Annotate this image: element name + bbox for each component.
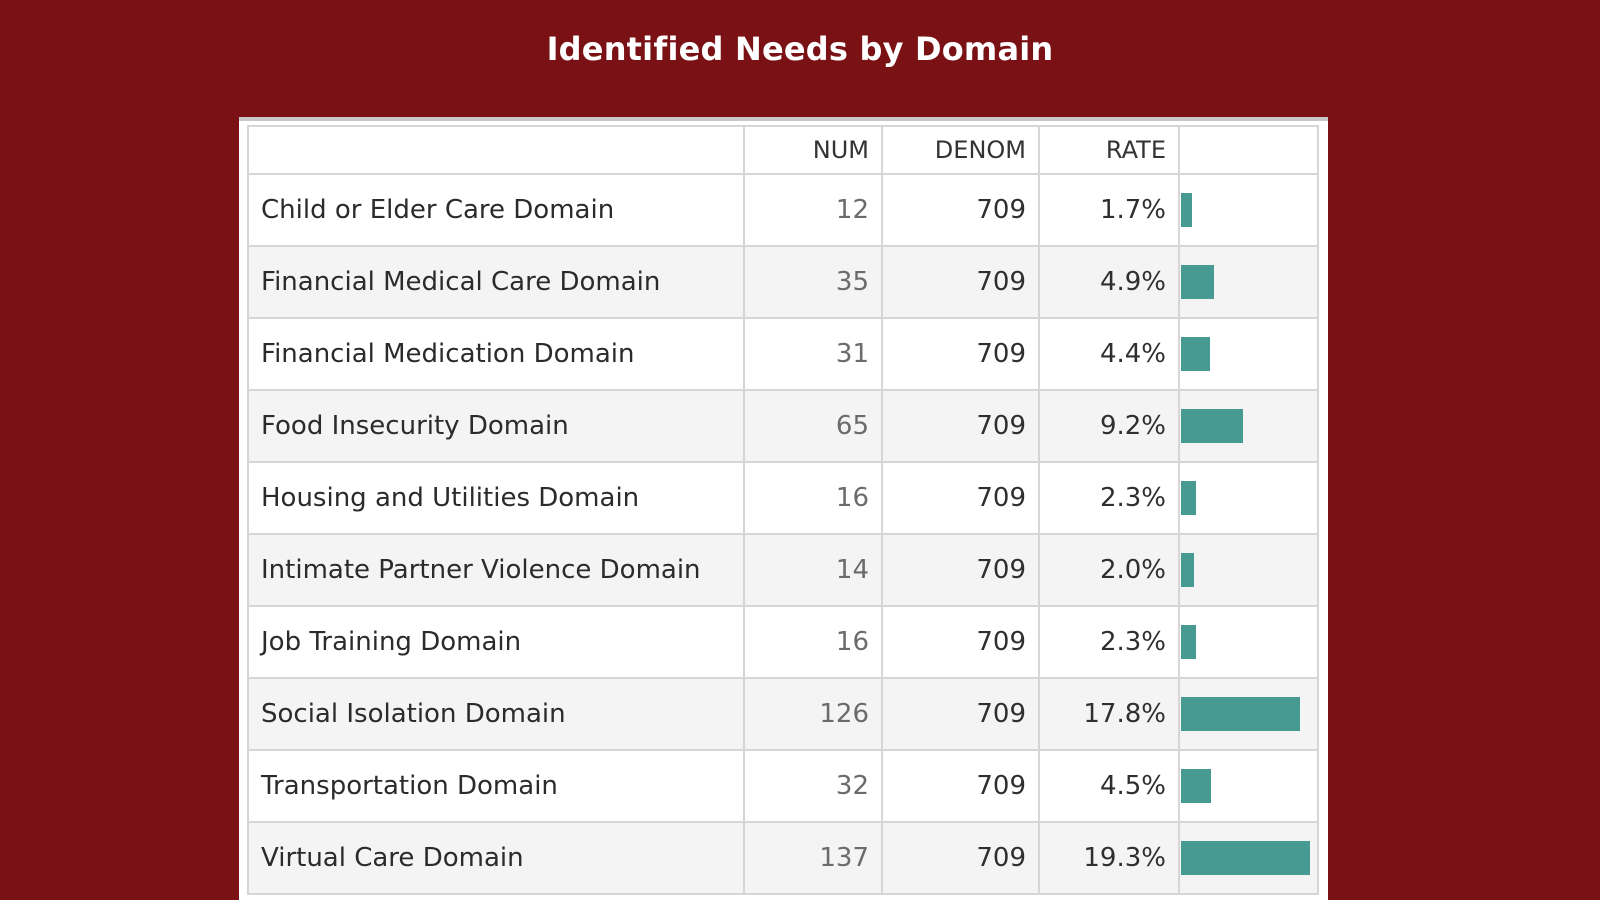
needs-table: NUM DENOM RATE Child or Elder Care Domai…: [247, 125, 1319, 895]
rate-bar[interactable]: [1181, 553, 1194, 587]
num-value: 14: [743, 533, 883, 607]
rate-bar[interactable]: [1181, 841, 1310, 875]
num-value: 12: [743, 173, 883, 247]
num-value: 16: [743, 605, 883, 679]
domain-label: Child or Elder Care Domain: [247, 173, 745, 247]
rate-value: 19.3%: [1038, 821, 1180, 895]
domain-label: Financial Medication Domain: [247, 317, 745, 391]
rate-bar-cell: [1178, 317, 1319, 391]
domain-label: Financial Medical Care Domain: [247, 245, 745, 319]
rate-bar-cell: [1178, 605, 1319, 679]
rate-value: 17.8%: [1038, 677, 1180, 751]
rate-bar-cell: [1178, 533, 1319, 607]
rate-bar[interactable]: [1181, 697, 1300, 731]
rate-value: 2.3%: [1038, 605, 1180, 679]
num-value: 31: [743, 317, 883, 391]
denom-value: 709: [881, 461, 1040, 535]
rate-value: 4.5%: [1038, 749, 1180, 823]
table-row[interactable]: Job Training Domain 16 709 2.3%: [247, 605, 1319, 679]
column-header-denom[interactable]: DENOM: [881, 125, 1040, 175]
rate-bar-cell: [1178, 821, 1319, 895]
denom-value: 709: [881, 173, 1040, 247]
page-title: Identified Needs by Domain: [546, 30, 1054, 68]
rate-value: 9.2%: [1038, 389, 1180, 463]
column-header-rate[interactable]: RATE: [1038, 125, 1180, 175]
domain-label: Social Isolation Domain: [247, 677, 745, 751]
rate-bar[interactable]: [1181, 337, 1210, 371]
rate-bar-cell: [1178, 749, 1319, 823]
column-header-bar: [1178, 125, 1319, 175]
rate-bar[interactable]: [1181, 193, 1192, 227]
domain-label: Housing and Utilities Domain: [247, 461, 745, 535]
rate-bar-cell: [1178, 677, 1319, 751]
rate-value: 1.7%: [1038, 173, 1180, 247]
rate-bar[interactable]: [1181, 409, 1243, 443]
num-value: 65: [743, 389, 883, 463]
num-value: 126: [743, 677, 883, 751]
header-row: NUM DENOM RATE: [247, 125, 1319, 175]
table-row[interactable]: Virtual Care Domain 137 709 19.3%: [247, 821, 1319, 895]
denom-value: 709: [881, 821, 1040, 895]
domain-label: Job Training Domain: [247, 605, 745, 679]
denom-value: 709: [881, 749, 1040, 823]
rate-bar-cell: [1178, 173, 1319, 247]
column-header-domain: [247, 125, 745, 175]
denom-value: 709: [881, 677, 1040, 751]
table-body: Child or Elder Care Domain 12 709 1.7% Finan…: [247, 173, 1319, 895]
num-value: 32: [743, 749, 883, 823]
rate-value: 4.4%: [1038, 317, 1180, 391]
domain-label: Transportation Domain: [247, 749, 745, 823]
num-value: 16: [743, 461, 883, 535]
table-row[interactable]: Financial Medical Care Domain 35 709 4.9%: [247, 245, 1319, 319]
rate-bar[interactable]: [1181, 481, 1196, 515]
table-row[interactable]: Social Isolation Domain 126 709 17.8%: [247, 677, 1319, 751]
table-row[interactable]: Transportation Domain 32 709 4.5%: [247, 749, 1319, 823]
denom-value: 709: [881, 245, 1040, 319]
rate-bar[interactable]: [1181, 265, 1214, 299]
domain-label: Food Insecurity Domain: [247, 389, 745, 463]
denom-value: 709: [881, 533, 1040, 607]
needs-table-panel: NUM DENOM RATE Child or Elder Care Domai…: [239, 117, 1328, 900]
denom-value: 709: [881, 317, 1040, 391]
domain-label: Virtual Care Domain: [247, 821, 745, 895]
rate-value: 4.9%: [1038, 245, 1180, 319]
num-value: 137: [743, 821, 883, 895]
domain-label: Intimate Partner Violence Domain: [247, 533, 745, 607]
rate-bar-cell: [1178, 245, 1319, 319]
rate-value: 2.0%: [1038, 533, 1180, 607]
rate-bar[interactable]: [1181, 769, 1211, 803]
rate-bar[interactable]: [1181, 625, 1196, 659]
table-row[interactable]: Child or Elder Care Domain 12 709 1.7%: [247, 173, 1319, 247]
table-row[interactable]: Intimate Partner Violence Domain 14 709 2.0…: [247, 533, 1319, 607]
denom-value: 709: [881, 389, 1040, 463]
table-row[interactable]: Financial Medication Domain 31 709 4.4%: [247, 317, 1319, 391]
denom-value: 709: [881, 605, 1040, 679]
rate-bar-cell: [1178, 461, 1319, 535]
column-header-num[interactable]: NUM: [743, 125, 883, 175]
table-row[interactable]: Housing and Utilities Domain 16 709 2.3%: [247, 461, 1319, 535]
rate-value: 2.3%: [1038, 461, 1180, 535]
table-row[interactable]: Food Insecurity Domain 65 709 9.2%: [247, 389, 1319, 463]
rate-bar-cell: [1178, 389, 1319, 463]
num-value: 35: [743, 245, 883, 319]
